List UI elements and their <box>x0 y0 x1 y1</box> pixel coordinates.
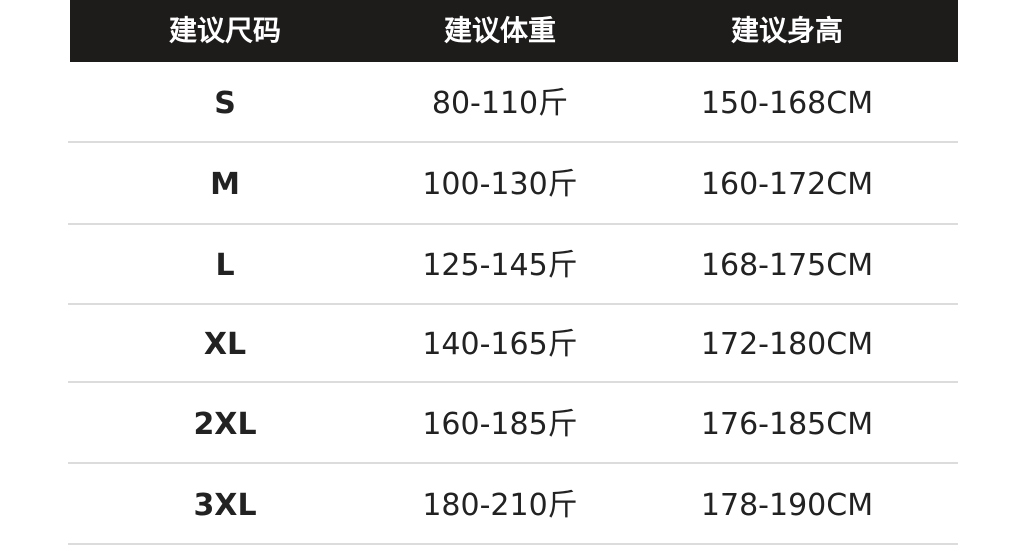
weight-cell: 125-145斤 <box>422 248 578 283</box>
header-weight: 建议体重 <box>443 14 556 47</box>
header-size: 建议尺码 <box>168 14 281 47</box>
height-cell: 172-180CM <box>700 327 874 362</box>
size-cell: S <box>214 86 236 121</box>
height-cell: 176-185CM <box>700 407 874 442</box>
size-cell: XL <box>203 327 247 362</box>
height-cell: 150-168CM <box>700 86 874 121</box>
size-cell: 3XL <box>193 488 257 523</box>
height-cell: 160-172CM <box>700 167 874 202</box>
table-row: 2XL 160-185斤 176-185CM <box>68 383 958 464</box>
size-cell: 2XL <box>193 407 257 442</box>
table-row: S 80-110斤 150-168CM <box>68 62 958 143</box>
table-row: M 100-130斤 160-172CM <box>68 143 958 225</box>
table-row: XL 140-165斤 172-180CM <box>68 305 958 383</box>
weight-cell: 180-210斤 <box>422 488 578 523</box>
height-cell: 168-175CM <box>700 248 874 283</box>
table-row: L 125-145斤 168-175CM <box>68 225 958 305</box>
weight-cell: 160-185斤 <box>422 407 578 442</box>
table-row: 3XL 180-210斤 178-190CM <box>68 464 958 545</box>
weight-cell: 100-130斤 <box>422 167 578 202</box>
height-cell: 178-190CM <box>700 488 874 523</box>
size-cell: M <box>210 167 240 202</box>
weight-cell: 80-110斤 <box>431 86 569 121</box>
table-header: 建议尺码 建议体重 建议身高 <box>70 0 958 62</box>
header-height: 建议身高 <box>730 14 843 47</box>
size-cell: L <box>215 248 235 283</box>
weight-cell: 140-165斤 <box>422 327 578 362</box>
